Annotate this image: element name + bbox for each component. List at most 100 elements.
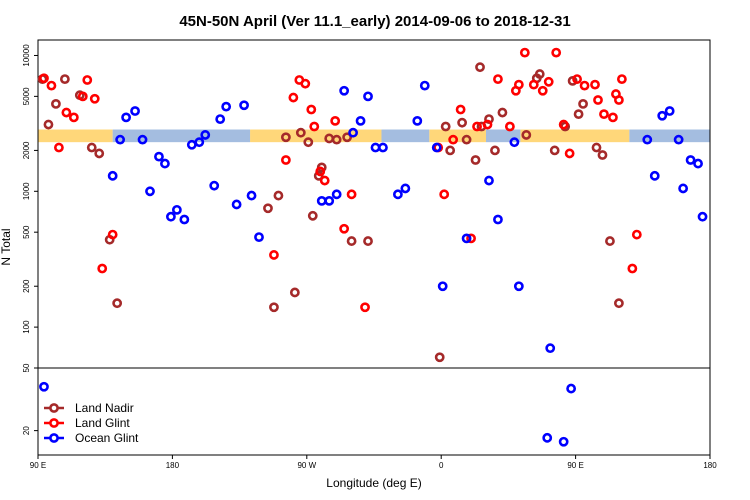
data-point bbox=[306, 104, 317, 115]
data-point bbox=[280, 155, 291, 165]
data-point bbox=[280, 132, 291, 143]
data-point bbox=[360, 302, 370, 313]
data-point bbox=[348, 127, 358, 138]
data-point bbox=[254, 232, 264, 242]
x-axis: 90 E 180 90 W 0 90 E 180 bbox=[30, 455, 717, 470]
data-point bbox=[614, 95, 624, 105]
series-land-glint bbox=[39, 47, 642, 313]
data-point bbox=[94, 148, 105, 159]
data-point bbox=[678, 183, 689, 194]
data-point bbox=[519, 47, 530, 58]
data-point bbox=[566, 383, 577, 394]
data-point bbox=[77, 91, 88, 102]
data-point bbox=[504, 121, 515, 132]
data-point bbox=[649, 170, 660, 181]
data-point bbox=[599, 109, 609, 120]
data-point bbox=[493, 74, 503, 84]
legend-label: Land Glint bbox=[75, 416, 130, 430]
y-tick-label: 100 bbox=[22, 320, 31, 334]
legend-swatch-marker bbox=[49, 433, 59, 443]
data-point bbox=[263, 203, 273, 214]
legend-label: Ocean Glint bbox=[75, 431, 139, 445]
coverage-band-segment bbox=[486, 129, 521, 143]
x-tick-label: 90 W bbox=[297, 461, 316, 470]
data-point bbox=[221, 101, 232, 112]
data-point bbox=[472, 121, 482, 132]
y-tick-label: 20 bbox=[22, 426, 31, 435]
data-point bbox=[440, 121, 451, 132]
data-point bbox=[664, 106, 675, 116]
y-tick-label: 5000 bbox=[22, 87, 31, 105]
data-point bbox=[166, 211, 176, 222]
data-point bbox=[490, 145, 500, 156]
data-point bbox=[616, 74, 627, 84]
y-tick-label: 10000 bbox=[22, 44, 31, 67]
data-point bbox=[346, 189, 357, 200]
data-point bbox=[363, 91, 373, 102]
data-point bbox=[288, 92, 299, 103]
coverage-bands bbox=[38, 129, 710, 143]
data-point bbox=[309, 121, 320, 132]
data-point bbox=[179, 214, 190, 225]
data-point bbox=[445, 145, 456, 156]
data-point bbox=[542, 432, 553, 443]
x-tick-label: 0 bbox=[439, 461, 444, 470]
data-point bbox=[68, 112, 79, 123]
data-point bbox=[239, 100, 249, 111]
data-point bbox=[412, 115, 423, 126]
data-point bbox=[455, 104, 466, 115]
coverage-band-segment bbox=[520, 129, 630, 143]
upper-panel bbox=[37, 39, 711, 369]
data-point bbox=[537, 85, 548, 96]
data-point bbox=[558, 436, 569, 447]
y-axis-label: N Total bbox=[0, 228, 13, 265]
data-point bbox=[497, 107, 508, 118]
data-point bbox=[461, 134, 472, 145]
data-point bbox=[579, 80, 590, 91]
data-point bbox=[200, 130, 211, 140]
data-point bbox=[363, 236, 373, 246]
data-point bbox=[573, 109, 584, 120]
data-point bbox=[145, 186, 155, 197]
data-point bbox=[482, 119, 493, 130]
data-point bbox=[657, 110, 668, 121]
data-point bbox=[470, 155, 481, 165]
data-point bbox=[578, 99, 588, 109]
data-point bbox=[160, 158, 170, 169]
data-point bbox=[466, 233, 476, 244]
data-point bbox=[107, 170, 118, 181]
data-point bbox=[355, 115, 366, 126]
data-point bbox=[43, 119, 54, 130]
data-point bbox=[627, 263, 638, 274]
y-tick-label: 200 bbox=[22, 279, 31, 293]
series-land-nadir bbox=[37, 62, 624, 363]
data-point bbox=[324, 195, 335, 206]
data-point bbox=[400, 183, 411, 194]
data-point bbox=[137, 134, 148, 145]
data-point bbox=[269, 250, 279, 260]
data-point bbox=[330, 115, 341, 126]
data-point bbox=[112, 298, 123, 309]
data-point bbox=[130, 106, 140, 116]
data-point bbox=[82, 75, 93, 85]
data-point bbox=[549, 145, 560, 156]
data-point bbox=[590, 79, 600, 90]
legend-swatch-marker bbox=[49, 418, 59, 428]
data-point bbox=[591, 142, 602, 153]
data-point bbox=[521, 130, 532, 140]
data-point bbox=[46, 80, 57, 91]
data-point bbox=[593, 95, 603, 105]
data-point bbox=[439, 189, 450, 200]
data-point bbox=[39, 381, 49, 392]
data-point bbox=[154, 151, 164, 162]
data-point bbox=[457, 117, 468, 128]
data-point bbox=[303, 137, 314, 148]
data-point bbox=[605, 236, 615, 246]
data-point bbox=[51, 99, 61, 109]
data-point bbox=[608, 112, 618, 123]
data-point bbox=[315, 166, 326, 177]
coverage-band-segment bbox=[250, 129, 382, 143]
legend-label: Land Nadir bbox=[75, 401, 134, 415]
data-point bbox=[269, 302, 279, 313]
